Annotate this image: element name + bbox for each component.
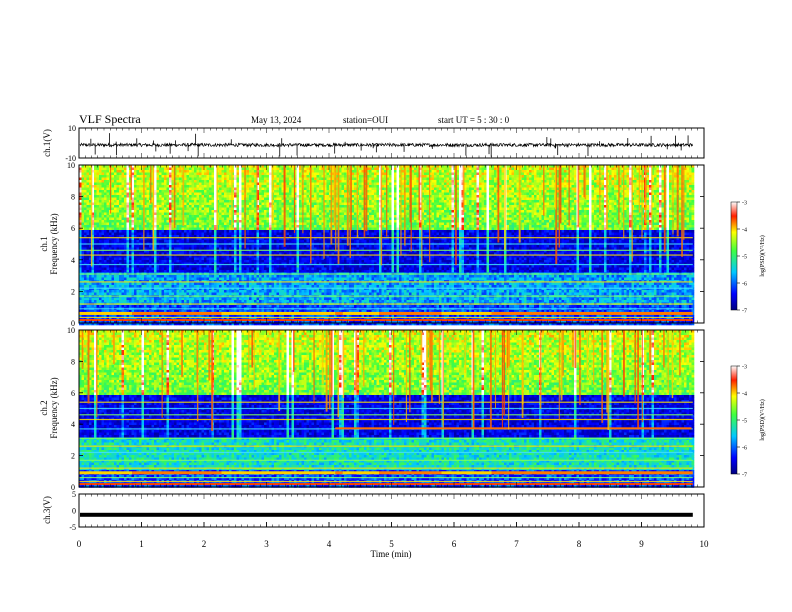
ch3-ytick-label: 5 (72, 490, 76, 499)
ch1-colorbar-tick-label: -7 (742, 309, 747, 315)
spec1-ytick-label: 2 (71, 287, 75, 296)
ch1-colorbar-tick-label: -3 (742, 201, 747, 207)
spec2-ytick-label: 8 (71, 357, 75, 366)
spec2-ytick-label: 10 (67, 326, 75, 335)
ch1-waveform-trace (79, 133, 693, 157)
spec2-ytick-label: 0 (71, 483, 75, 492)
ch2-spectrogram-channel-label: ch.2 (39, 400, 49, 415)
spec1-ytick-label: 4 (71, 256, 75, 265)
x-tick-label: 6 (452, 539, 457, 549)
x-tick-label: 1 (139, 539, 144, 549)
ch2-colorbar-label: log(PSD)(V²/Hz) (759, 399, 766, 440)
ch1-colorbar-tick-label: -5 (742, 255, 747, 261)
ch2-colorbar-tick-label: -3 (742, 365, 747, 371)
ch2-spectrogram-ylabel: Frequency (kHz) (49, 377, 59, 438)
spec2-ytick-label: 4 (71, 420, 75, 429)
ch3-waveform-ylabel: ch.3(V) (42, 496, 52, 524)
spec2-ytick-label: 2 (71, 452, 75, 461)
ch1-ytick-label: -10 (65, 154, 76, 163)
x-tick-label: 9 (639, 539, 644, 549)
station-label: station=OUI (343, 115, 388, 125)
ch1-spectrogram-channel-label: ch.1 (39, 236, 49, 251)
start-time-label: start UT = 5 : 30 : 0 (438, 115, 510, 125)
x-tick-label: 8 (577, 539, 582, 549)
ch1-spectrogram-image (79, 165, 704, 326)
x-tick-label: 0 (77, 539, 82, 549)
ch2-colorbar (730, 365, 738, 475)
x-tick-label: 3 (264, 539, 269, 549)
x-tick-label: 5 (389, 539, 394, 549)
x-tick-label: 10 (700, 539, 710, 549)
ch3-waveform-trace (80, 512, 693, 517)
ch1-ytick-label: 10 (68, 124, 76, 133)
ch1-colorbar-label: log(PSD)(V²/Hz) (759, 235, 766, 276)
ch1-colorbar-tick-label: -4 (742, 228, 747, 234)
ch3-waveform-panel: 50-5 ch.3(V) 0 1 2 3 4 5 6 7 8 9 10 Time (min) (42, 128, 709, 559)
x-tick-label: 7 (514, 539, 519, 549)
ch3-ytick-label: 0 (72, 507, 76, 516)
ch2-colorbar-tick-label: -7 (742, 473, 747, 479)
figure-title: VLF Spectra (79, 112, 141, 126)
ch1-waveform-ylabel: ch.1(V) (42, 129, 52, 157)
ch2-colorbar-tick-label: -4 (742, 392, 747, 398)
ch2-spectrogram-image (79, 330, 704, 488)
ch1-colorbar-tick-label: -6 (742, 282, 747, 288)
x-tick-label: 2 (202, 539, 207, 549)
date-label: May 13, 2024 (251, 115, 302, 125)
spec2-ytick-label: 6 (71, 389, 75, 398)
ch2-colorbar-tick-label: -5 (742, 419, 747, 425)
x-tick-label: 4 (327, 539, 332, 549)
ch2-colorbar-tick-label: -6 (742, 446, 747, 452)
x-axis-label: Time (min) (371, 549, 412, 559)
spec1-ytick-label: 6 (71, 224, 75, 233)
ch1-colorbar (730, 201, 738, 311)
ch3-ytick-label: -5 (69, 523, 76, 532)
spec1-ytick-label: 10 (67, 161, 75, 170)
spec1-ytick-label: 8 (71, 193, 75, 202)
spec1-ytick-label: 0 (71, 319, 75, 328)
ch1-spectrogram-ylabel: Frequency (kHz) (49, 213, 59, 274)
